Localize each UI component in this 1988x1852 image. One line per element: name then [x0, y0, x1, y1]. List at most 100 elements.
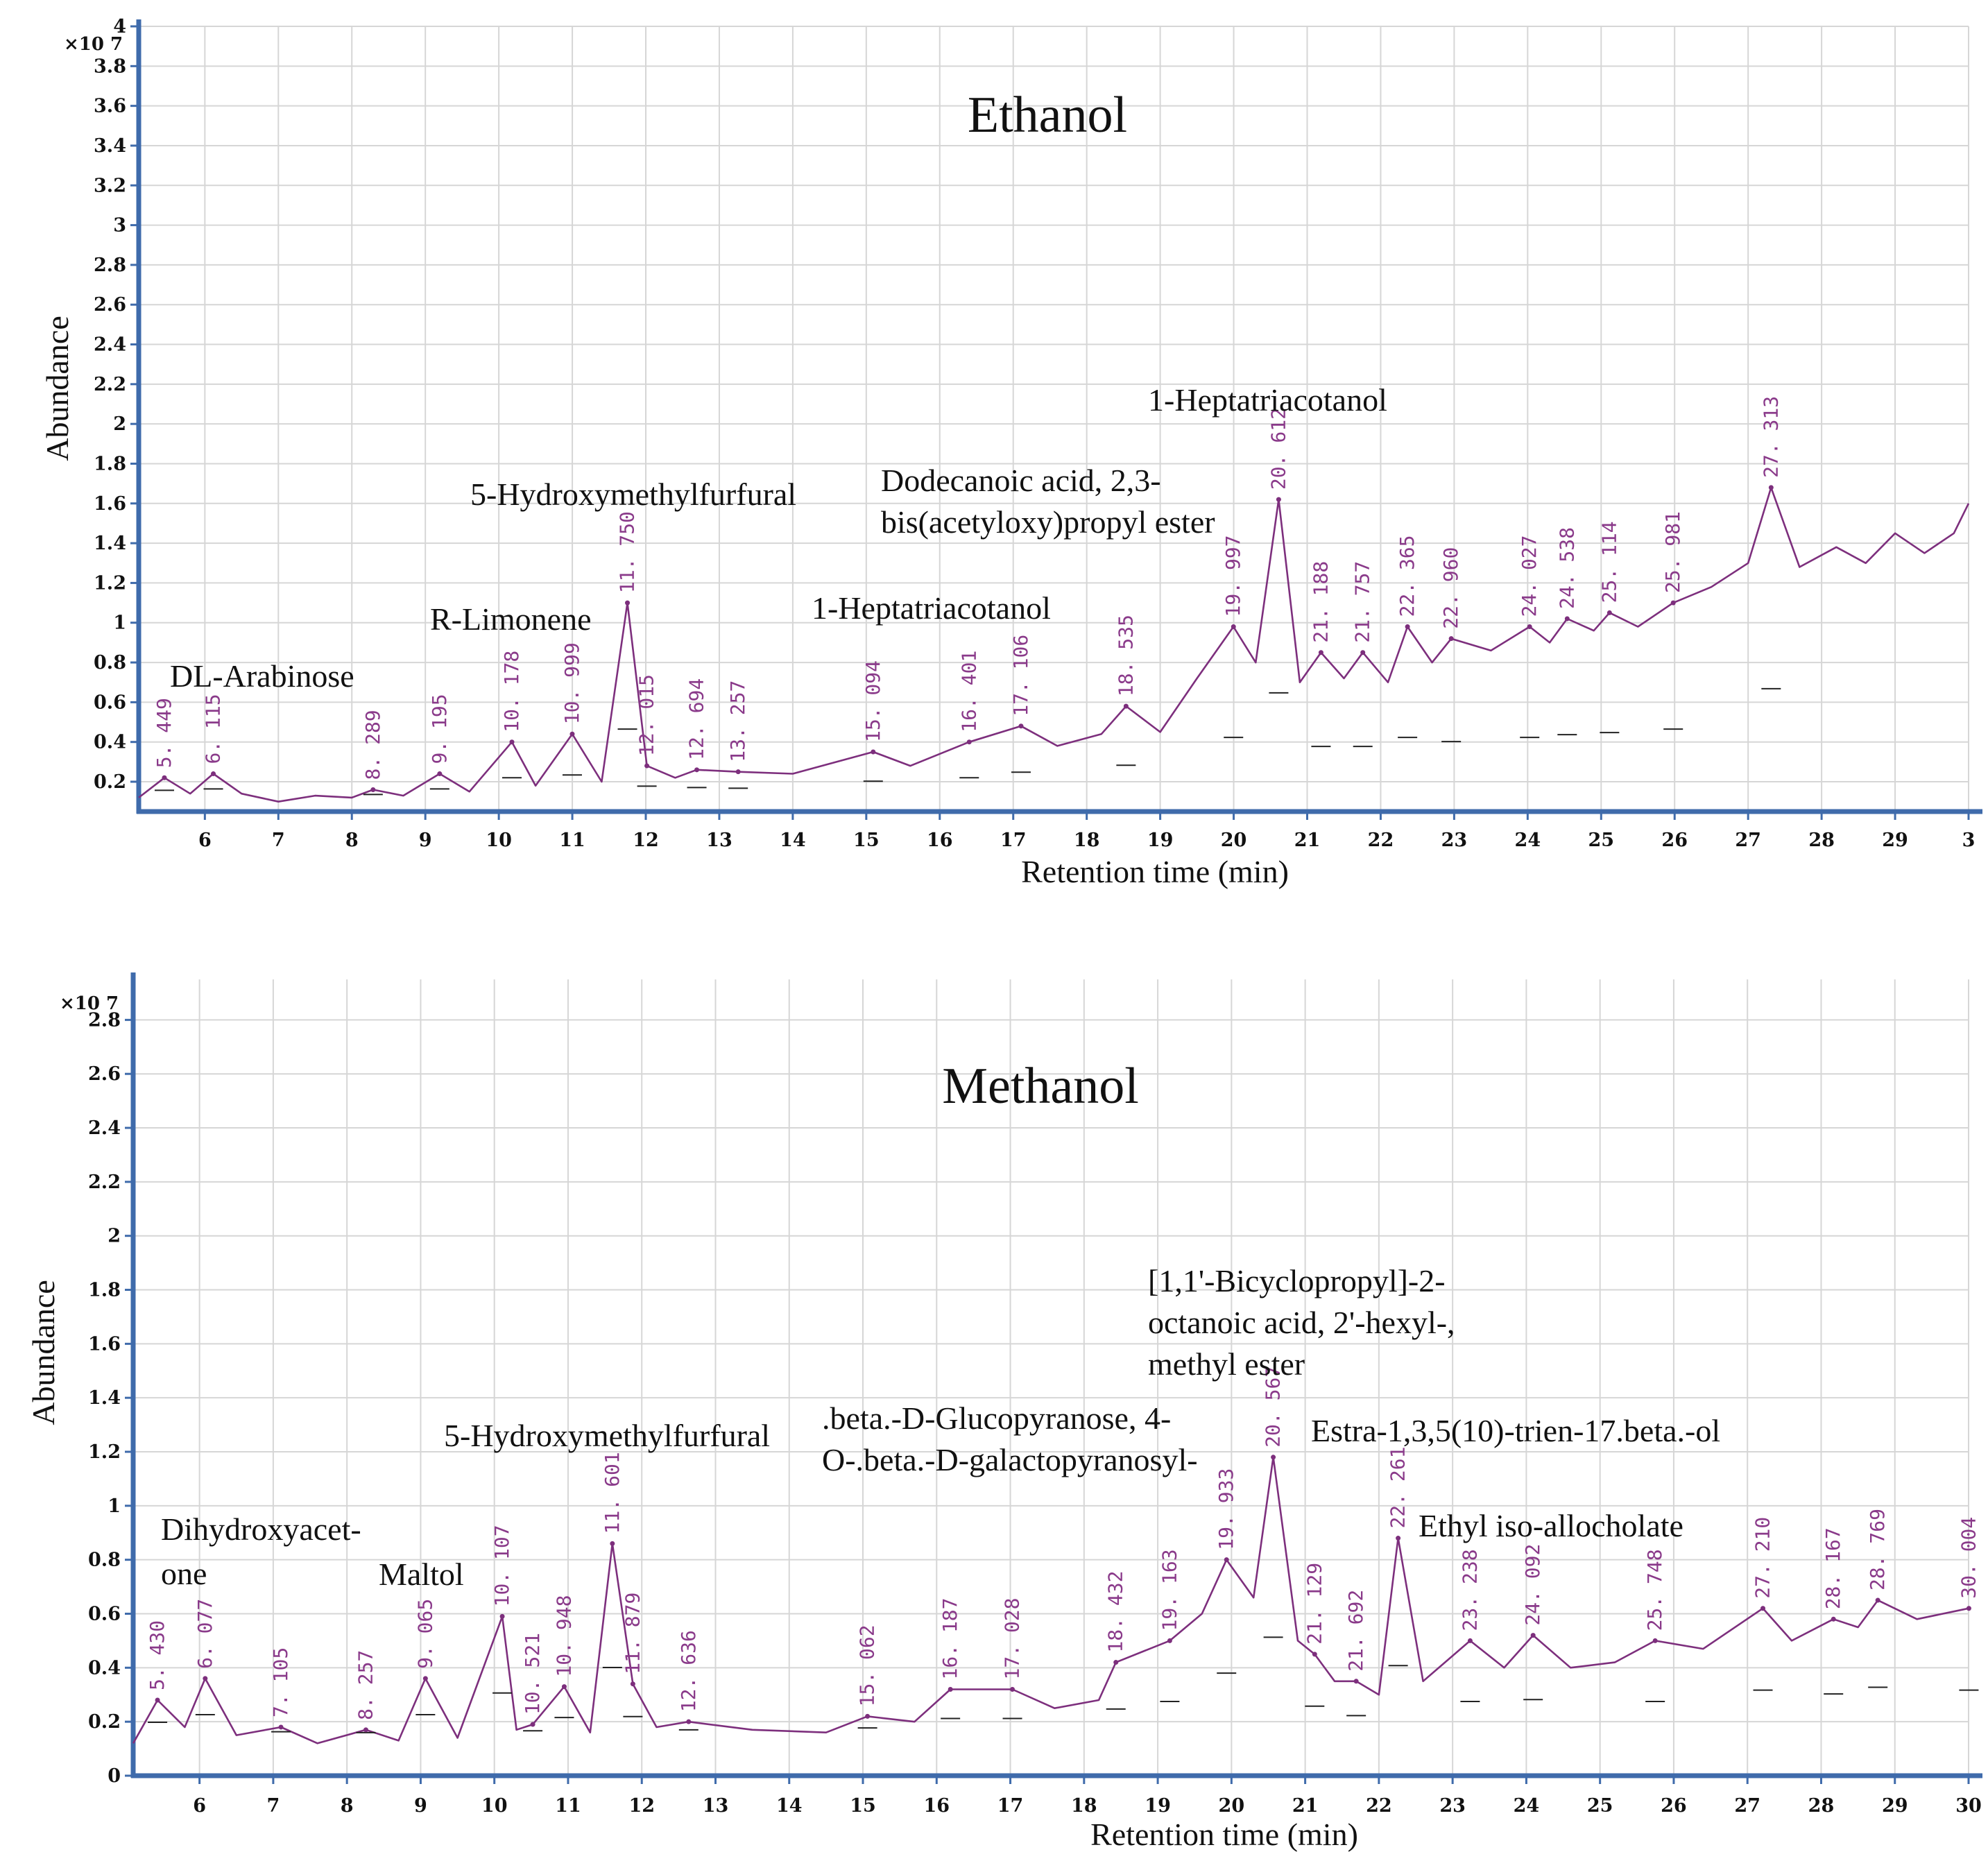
peak-point — [966, 739, 972, 745]
x-tick-label: 13 — [703, 1795, 729, 1817]
x-tick-label: 14 — [776, 1795, 803, 1817]
y-tick-label: 2.8 — [94, 255, 126, 276]
y-tick-label: 0 — [108, 1765, 121, 1787]
y-tick-label: 2 — [108, 1226, 121, 1247]
peak-point — [1312, 1652, 1317, 1657]
y-tick-label: 3 — [113, 215, 126, 237]
x-tick-label: 9 — [414, 1795, 427, 1817]
x-tick-label: 28 — [1808, 830, 1835, 851]
y-tick-label: 2 — [113, 413, 126, 435]
x-tick-label: 10 — [481, 1795, 508, 1817]
x-tick-label: 20 — [1221, 830, 1247, 851]
peak-point — [1670, 600, 1676, 606]
x-tick-label: 24 — [1514, 1795, 1540, 1817]
peak-point — [694, 767, 700, 773]
peak-point — [203, 1676, 208, 1681]
x-tick-label: 8 — [345, 830, 359, 851]
peak-rt-label: 12. 636 — [677, 1630, 700, 1712]
ethanol-chart: 6 7 8 9 10 11 12 13 14 15 16 17 18 19 20 21 22 23 24 25 26 27… — [40, 16, 1982, 889]
x-tick-label: 7 — [272, 830, 285, 851]
peak-rt-label: 11. 601 — [601, 1452, 624, 1534]
peak-point — [1010, 1686, 1016, 1692]
peak-rt-label: 19. 933 — [1215, 1468, 1237, 1550]
peak-point — [1018, 723, 1024, 729]
peak-point — [625, 600, 631, 606]
peak-point — [1652, 1638, 1658, 1643]
peak-rt-label: 21. 129 — [1303, 1563, 1326, 1645]
x-tick-label: 8 — [341, 1795, 354, 1817]
x-tick-label: 16 — [924, 1795, 950, 1817]
compound-annotation: [1,1'-Bicyclopropyl]-2- — [1148, 1263, 1446, 1298]
peak-rt-label: 21. 757 — [1351, 561, 1374, 643]
peak-rt-label: 9. 195 — [428, 694, 451, 764]
y-tick-label: 1 — [113, 612, 126, 634]
x-tick-label: 26 — [1661, 830, 1688, 851]
peak-rt-label: 24. 092 — [1521, 1544, 1544, 1626]
peak-point — [1831, 1616, 1836, 1622]
y-tick-label: 1.6 — [88, 1333, 121, 1355]
peak-point — [499, 1613, 505, 1619]
x-tick-label: 18 — [1071, 1795, 1097, 1817]
peak-point — [610, 1541, 615, 1546]
y-tick-label: 1.4 — [88, 1387, 121, 1409]
peak-point — [865, 1713, 871, 1719]
peak-rt-label: 7. 105 — [269, 1647, 292, 1717]
x-tick-label: 6 — [193, 1795, 206, 1817]
x-tick-label: 23 — [1441, 830, 1468, 851]
peak-point — [1530, 1633, 1536, 1638]
x-tick-label: 11 — [555, 1795, 581, 1817]
peak-point — [1448, 636, 1454, 642]
peak-point — [1123, 703, 1129, 709]
peak-rt-label: 10. 999 — [560, 642, 583, 724]
y-tick-label: 3.2 — [94, 175, 126, 196]
peak-point — [1405, 624, 1410, 629]
x-tick-label: 28 — [1808, 1795, 1835, 1817]
x-tick-label: 17 — [1000, 830, 1027, 851]
peak-point — [509, 739, 515, 745]
peak-rt-label: 21. 692 — [1344, 1590, 1367, 1672]
compound-annotation: 1-Heptatriacotanol — [1148, 382, 1387, 418]
peak-rt-label: 25. 981 — [1661, 511, 1684, 593]
y-tick-label: 1.6 — [94, 493, 126, 515]
peak-rt-label: 12. 694 — [685, 678, 708, 760]
peak-rt-label: 11. 750 — [616, 511, 639, 593]
x-tick-label: 29 — [1882, 830, 1908, 851]
compound-annotation: DL-Arabinose — [170, 658, 354, 694]
y-tick-label: 1.2 — [88, 1441, 121, 1463]
compound-annotation: 5-Hydroxymethylfurfural — [444, 1418, 770, 1453]
x-tick-label: 19 — [1145, 1795, 1171, 1817]
compound-annotation: Dodecanoic acid, 2,3- — [881, 463, 1161, 498]
peak-rt-label: 10. 948 — [552, 1595, 575, 1677]
peak-point — [1224, 1557, 1229, 1563]
compound-annotation: R-Limonene — [430, 601, 592, 637]
y-tick-label: 1.2 — [94, 572, 126, 594]
peak-rt-label: 25. 114 — [1597, 521, 1620, 603]
peak-point — [363, 1727, 368, 1733]
peak-rt-label: 22. 960 — [1439, 547, 1462, 629]
y-tick-label: 1 — [108, 1495, 121, 1517]
peak-rt-label: 28. 167 — [1822, 1527, 1844, 1609]
peak-point — [1966, 1606, 1971, 1611]
peak-rt-label: 30. 004 — [1957, 1517, 1980, 1599]
chart-title: Ethanol — [968, 87, 1127, 144]
x-tick-label: 3 — [1962, 830, 1976, 851]
peak-point — [1353, 1679, 1359, 1684]
compound-annotation: Dihydroxyacet- — [161, 1511, 361, 1547]
chart-title: Methanol — [942, 1058, 1139, 1115]
y-multiplier: ×10 7 — [60, 993, 119, 1014]
x-tick-label: 25 — [1588, 830, 1614, 851]
compound-annotation: 5-Hydroxymethylfurfural — [470, 477, 796, 512]
y-tick-label: 3.6 — [94, 96, 126, 117]
peak-rt-label: 12. 015 — [635, 674, 658, 756]
x-tick-label: 22 — [1366, 1795, 1392, 1817]
peak-point — [1360, 650, 1366, 655]
peak-rt-label: 15. 094 — [862, 660, 884, 742]
x-tick-label: 27 — [1734, 1795, 1760, 1817]
peak-rt-label: 27. 313 — [1759, 396, 1782, 478]
peak-point — [162, 775, 167, 780]
compound-annotation: .beta.-D-Glucopyranose, 4- — [822, 1400, 1171, 1436]
y-tick-label: 0.8 — [88, 1550, 121, 1571]
peak-point — [1564, 616, 1570, 621]
compound-annotation: one — [161, 1556, 207, 1591]
